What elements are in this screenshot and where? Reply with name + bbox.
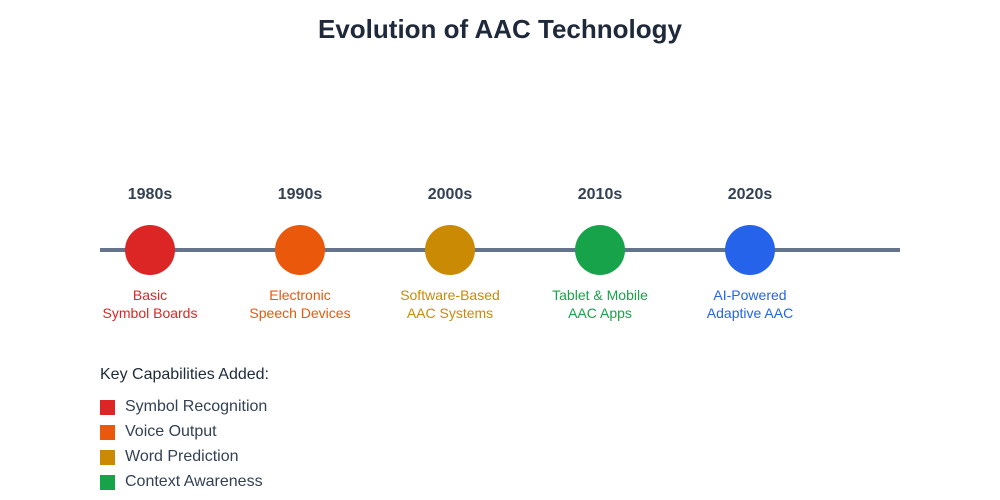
timeline-year: 2020s <box>727 186 773 203</box>
legend-swatch <box>100 399 115 415</box>
timeline-node <box>725 225 775 275</box>
timeline-label-line2: AAC Systems <box>406 305 494 321</box>
timeline-label-line2: Symbol Boards <box>102 305 198 321</box>
diagram-title: Evolution of AAC Technology <box>318 14 682 44</box>
timeline-label-line1: Software-Based <box>400 287 500 303</box>
timeline-label: Electronic Speech Devices <box>220 286 380 322</box>
timeline-node <box>425 225 475 275</box>
timeline-label: AI-Powered Adaptive AAC <box>670 286 830 322</box>
legend-swatch <box>100 424 115 440</box>
legend-item: Context Awareness <box>100 472 263 492</box>
legend-label: Symbol Recognition <box>125 398 268 415</box>
timeline-label-line2: AAC Apps <box>568 305 632 321</box>
timeline-year: 1990s <box>277 186 323 203</box>
legend-label: Voice Output <box>125 423 217 440</box>
timeline-label-line2: Adaptive AAC <box>706 305 794 321</box>
timeline-label-line1: AI-Powered <box>713 287 787 303</box>
legend-swatch <box>100 474 115 490</box>
legend-item: Voice Output <box>100 422 217 442</box>
timeline-label-line1: Electronic <box>269 287 331 303</box>
timeline-label-line1: Basic <box>132 287 168 303</box>
legend-title: Key Capabilities Added: <box>100 366 269 383</box>
legend-label: Context Awareness <box>125 473 263 490</box>
timeline-label: Tablet & Mobile AAC Apps <box>520 286 680 322</box>
legend-label: Word Prediction <box>125 448 239 465</box>
legend-swatch <box>100 449 115 465</box>
timeline-year: 1980s <box>127 186 173 203</box>
timeline-label: Basic Symbol Boards <box>70 286 230 322</box>
timeline-label-line1: Tablet & Mobile <box>552 287 648 303</box>
timeline-line <box>100 248 900 252</box>
timeline-year: 2000s <box>427 186 473 203</box>
timeline-label: Software-Based AAC Systems <box>370 286 530 322</box>
legend-item: Word Prediction <box>100 447 239 467</box>
timeline-node <box>275 225 325 275</box>
timeline-node <box>125 225 175 275</box>
timeline-year: 2010s <box>577 186 623 203</box>
timeline-label-line2: Speech Devices <box>249 305 351 321</box>
timeline-node <box>575 225 625 275</box>
legend-item: Symbol Recognition <box>100 397 267 417</box>
